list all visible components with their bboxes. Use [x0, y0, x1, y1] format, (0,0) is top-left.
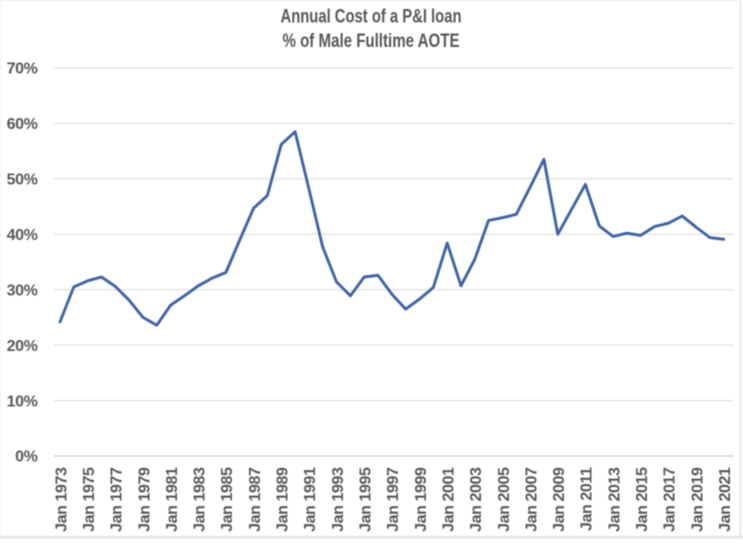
svg-text:Jan 2019: Jan 2019: [689, 467, 706, 532]
svg-text:Jan 1991: Jan 1991: [302, 467, 319, 532]
svg-text:60%: 60%: [7, 116, 38, 133]
svg-text:Jan 2003: Jan 2003: [468, 467, 485, 532]
svg-text:Jan 1987: Jan 1987: [247, 467, 264, 532]
svg-text:% of Male Fulltime AOTE: % of Male Fulltime AOTE: [283, 30, 460, 52]
svg-text:Jan 2001: Jan 2001: [441, 467, 458, 532]
svg-text:Jan 2015: Jan 2015: [634, 467, 651, 532]
svg-text:Jan 1983: Jan 1983: [192, 467, 209, 532]
svg-text:Jan 2013: Jan 2013: [606, 467, 623, 532]
svg-text:Jan 1979: Jan 1979: [136, 467, 153, 532]
svg-text:30%: 30%: [7, 282, 38, 299]
svg-text:Jan 2007: Jan 2007: [523, 467, 540, 532]
svg-text:Jan 1993: Jan 1993: [330, 467, 347, 532]
svg-text:Jan 1973: Jan 1973: [53, 467, 70, 532]
svg-text:Jan 1975: Jan 1975: [81, 467, 98, 532]
svg-text:Jan 1997: Jan 1997: [385, 467, 402, 532]
svg-text:70%: 70%: [7, 61, 38, 78]
svg-text:Jan 1977: Jan 1977: [109, 467, 126, 532]
svg-text:20%: 20%: [7, 338, 38, 355]
svg-text:Jan 1989: Jan 1989: [275, 467, 292, 532]
svg-text:40%: 40%: [7, 227, 38, 244]
svg-text:Annual Cost of a P&I loan: Annual Cost of a P&I loan: [281, 6, 462, 28]
svg-text:Jan 2005: Jan 2005: [496, 467, 513, 532]
svg-text:Jan 2021: Jan 2021: [717, 467, 734, 532]
svg-text:50%: 50%: [7, 172, 38, 189]
svg-text:Jan 1995: Jan 1995: [358, 467, 375, 532]
svg-text:Jan 2011: Jan 2011: [579, 467, 596, 531]
svg-text:0%: 0%: [15, 449, 37, 466]
svg-text:Jan 2009: Jan 2009: [551, 467, 568, 532]
svg-text:Jan 1985: Jan 1985: [219, 467, 236, 532]
svg-text:Jan 1981: Jan 1981: [164, 467, 181, 532]
svg-text:10%: 10%: [7, 393, 38, 410]
svg-text:Jan 2017: Jan 2017: [662, 467, 679, 532]
svg-text:Jan 1999: Jan 1999: [413, 467, 430, 532]
